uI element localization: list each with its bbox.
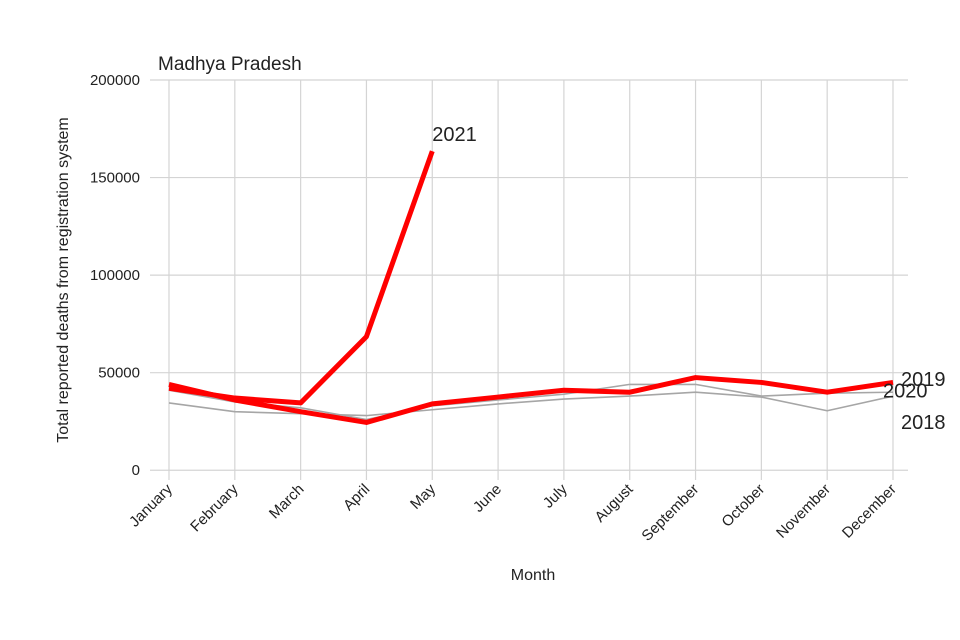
x-tick-label: January <box>126 480 176 530</box>
chart-title: Madhya Pradesh <box>158 54 302 75</box>
x-axis-title: Month <box>511 567 555 584</box>
x-tick-label: April <box>340 481 373 514</box>
line-series <box>168 150 435 406</box>
x-tick-label: June <box>470 481 505 516</box>
x-tick-label: August <box>592 480 638 526</box>
x-tick-label: December <box>839 481 900 542</box>
line-series <box>168 391 894 417</box>
y-tick-label: 0 <box>132 462 140 479</box>
y-tick-label: 150000 <box>90 170 140 187</box>
y-tick-label: 200000 <box>90 72 140 89</box>
x-tick-label: September <box>638 481 702 545</box>
series-label: 2019 <box>901 369 946 391</box>
line-series <box>168 375 894 425</box>
x-tick-label: October <box>718 481 768 531</box>
x-tick-label: February <box>187 480 242 535</box>
y-tick-label: 100000 <box>90 267 140 284</box>
x-tick-label: November <box>773 481 834 542</box>
line-series <box>168 383 894 421</box>
x-tick-label: May <box>407 480 439 512</box>
x-tick-label: July <box>540 480 571 511</box>
series-label: 2021 <box>432 124 477 146</box>
series-label: 2020 <box>883 380 928 402</box>
y-tick-label: 50000 <box>98 365 140 382</box>
x-tick-label: March <box>266 481 307 522</box>
series-label: 2018 <box>901 412 946 434</box>
y-axis-title: Total reported deaths from registration … <box>55 117 72 442</box>
